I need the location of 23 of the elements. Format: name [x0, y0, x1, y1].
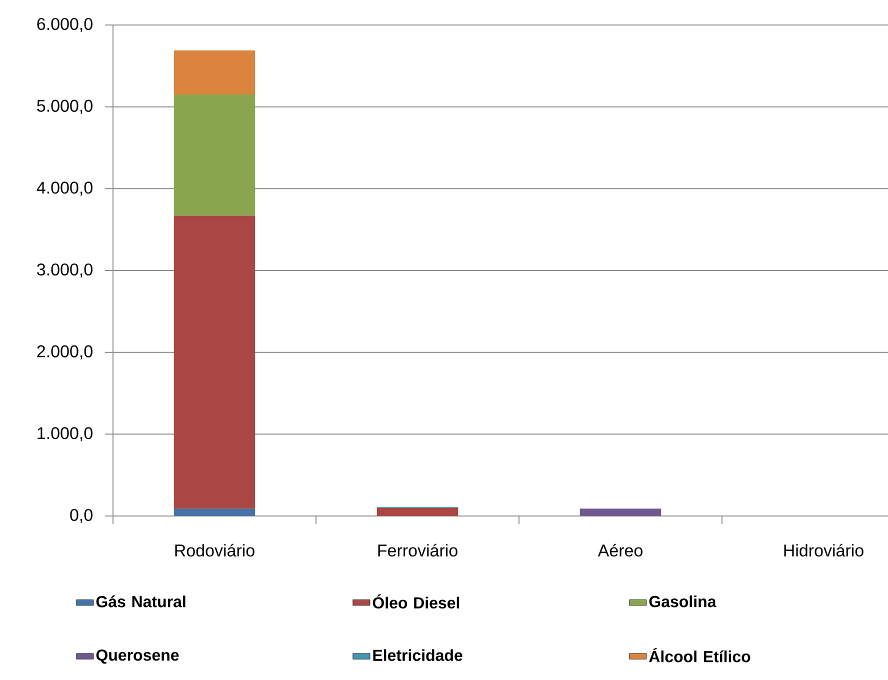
bar [174, 216, 256, 509]
y-tick-label: 2.000,0 [37, 345, 92, 360]
x-tick-label: Ferroviário [378, 544, 458, 557]
legend-label: Gás Natural [96, 595, 186, 608]
legend-label: Eletricidade [373, 649, 462, 661]
y-tick-label: 4.000,0 [36, 182, 92, 196]
legend-label: Querosene [96, 649, 179, 664]
bar [580, 508, 662, 516]
y-tick-label: 5.000,0 [37, 100, 92, 114]
legend-label: Álcool Etílico [649, 648, 750, 662]
legend-label: Gasolina [649, 596, 716, 608]
legend-label: Óleo Diesel [372, 594, 460, 609]
bar [376, 508, 458, 516]
bar [174, 508, 256, 516]
y-tick-label: 1.000,0 [38, 427, 92, 442]
y-tick-label: 0,0 [70, 508, 92, 524]
y-tick-label: 3.000,0 [37, 263, 92, 278]
x-tick-label: Aéreo [598, 544, 642, 557]
bar [174, 50, 256, 95]
x-tick-label: Rodoviário [175, 544, 254, 557]
bar [174, 94, 256, 216]
y-tick-label: 6.000,0 [37, 18, 92, 32]
x-tick-label: Hidroviário [784, 544, 864, 557]
